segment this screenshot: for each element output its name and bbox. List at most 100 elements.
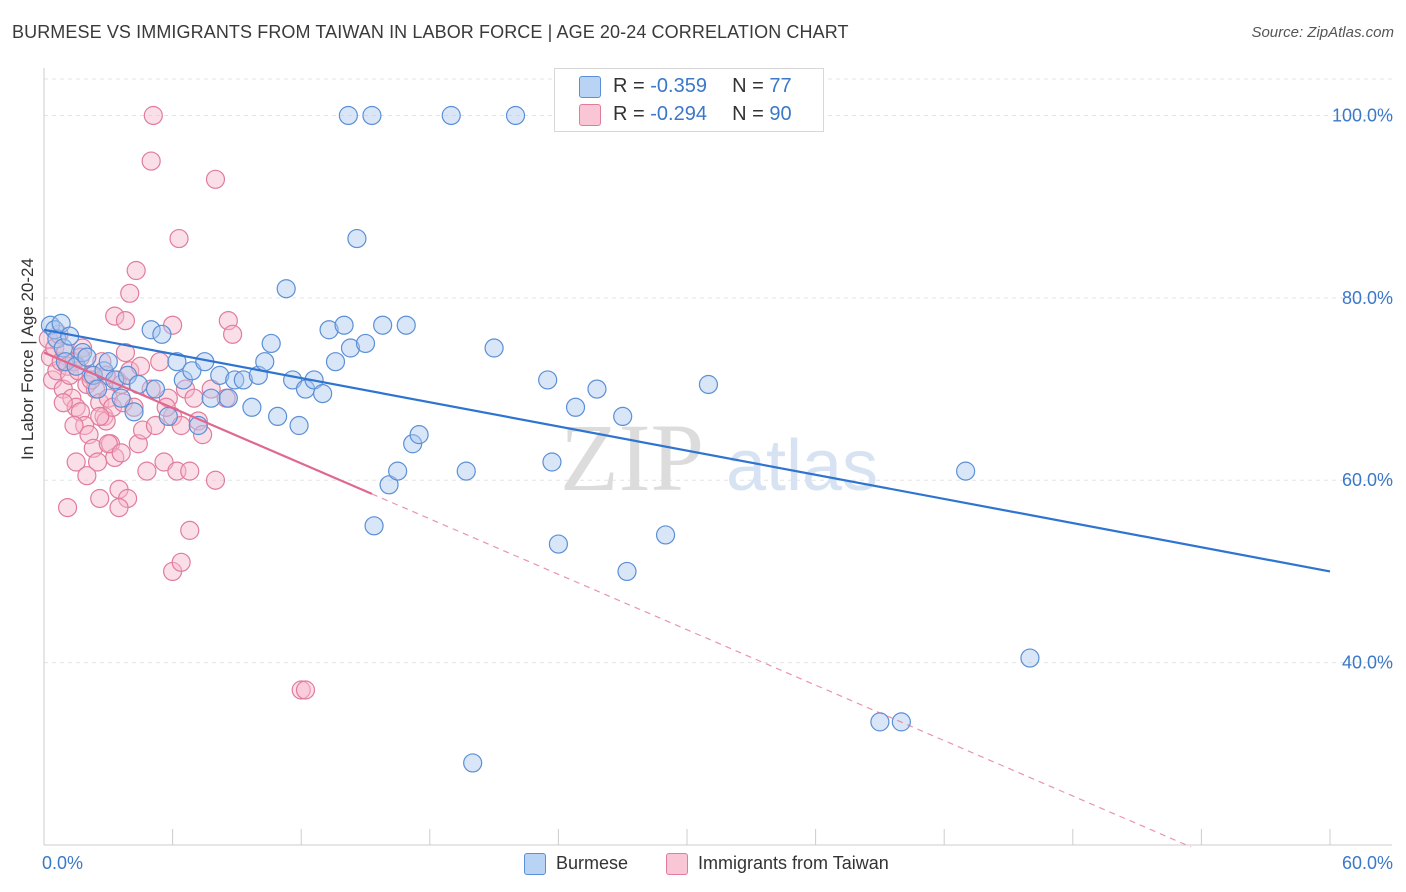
burmese-point	[319, 320, 339, 340]
burmese-point	[111, 388, 131, 408]
legend-r-label-burmese: R =	[613, 75, 651, 97]
taiwan-point	[111, 443, 131, 463]
legend-n-value-burmese: 77	[769, 75, 792, 97]
burmese-point	[587, 379, 607, 399]
taiwan-point	[132, 420, 153, 440]
taiwan-point	[141, 151, 161, 171]
burmese-point	[484, 338, 504, 358]
taiwan-point	[90, 406, 110, 427]
burmese-point	[463, 753, 483, 773]
burmese-point	[289, 415, 309, 436]
bottom-legend-swatch-taiwan	[666, 853, 688, 875]
burmese-point	[338, 105, 358, 126]
burmese-point	[396, 315, 416, 335]
taiwan-point	[57, 497, 78, 518]
burmese-point	[124, 402, 144, 422]
burmese-point	[542, 452, 562, 472]
burmese-point	[870, 712, 890, 732]
y-tick-label: 60.0%	[1342, 470, 1393, 490]
legend-r-value-taiwan: -0.294	[650, 103, 707, 125]
taiwan-point	[137, 461, 157, 481]
taiwan-point	[62, 388, 82, 408]
bottom-legend-swatch-burmese	[524, 853, 546, 875]
taiwan-point	[150, 352, 170, 372]
burmese-point	[276, 279, 296, 299]
taiwan-point	[205, 470, 226, 490]
taiwan-point	[115, 311, 136, 331]
burmese-point	[233, 370, 253, 390]
burmese-point	[655, 525, 676, 545]
legend-n-value-taiwan: 90	[769, 103, 792, 125]
burmese-point	[373, 315, 393, 335]
burmese-point	[347, 228, 367, 249]
burmese-point	[152, 324, 172, 344]
taiwan-point	[169, 228, 189, 249]
legend-swatch-burmese	[579, 76, 601, 98]
watermark-zip: ZIP	[560, 404, 704, 511]
taiwan-point	[205, 169, 226, 189]
burmese-point	[242, 397, 262, 417]
burmese-point	[218, 388, 238, 408]
burmese-point	[364, 516, 384, 536]
burmese-point	[409, 425, 429, 445]
taiwan-point	[193, 425, 213, 445]
taiwan-point	[105, 306, 125, 326]
legend-r-label-taiwan: R =	[613, 103, 651, 125]
burmese-point	[268, 406, 288, 427]
burmese-point	[201, 388, 221, 408]
burmese-point	[98, 352, 118, 372]
x-tick-label: 0.0%	[42, 853, 83, 873]
axes	[43, 68, 1392, 846]
burmese-point	[77, 347, 97, 367]
bottom-legend-label-burmese: Burmese	[556, 853, 629, 873]
burmese-point	[1020, 648, 1040, 668]
y-axis-label: In Labor Force | Age 20-24	[18, 258, 37, 460]
burmese-point	[956, 461, 976, 481]
y-tick-label: 100.0%	[1332, 105, 1393, 125]
burmese-point	[340, 338, 361, 358]
burmese-point	[441, 105, 461, 126]
burmese-point	[505, 105, 526, 126]
series-burmese-points	[40, 105, 1040, 773]
burmese-point	[158, 406, 178, 427]
burmese-point	[210, 365, 230, 385]
taiwan-point	[109, 497, 129, 518]
taiwan-point	[223, 324, 243, 344]
burmese-point	[334, 315, 354, 335]
y-tick-label: 80.0%	[1342, 288, 1393, 308]
burmese-point	[325, 352, 346, 372]
taiwan-point	[184, 388, 204, 408]
burmese-point	[538, 370, 558, 390]
burmese-point	[87, 379, 108, 399]
burmese-point	[141, 320, 161, 340]
legend-n-label-burmese: N =	[732, 75, 770, 97]
taiwan-point	[64, 415, 84, 436]
burmese-point	[379, 475, 399, 495]
x-tick-label: 60.0%	[1342, 853, 1393, 873]
source-label: Source: ZipAtlas.com	[1251, 24, 1394, 41]
burmese-point	[456, 461, 476, 481]
burmese-point	[613, 406, 633, 427]
bottom-legend-label-taiwan: Immigrants from Taiwan	[698, 853, 889, 873]
tick-labels: 40.0% 60.0% 80.0% 100.0% 0.0% 60.0%	[42, 105, 1393, 873]
taiwan-trend-extension	[371, 493, 1191, 848]
taiwan-point	[180, 461, 200, 481]
correlation-legend: R = -0.359 N = 77 R = -0.294 N = 90	[554, 68, 824, 132]
legend-r-value-burmese: -0.359	[650, 75, 707, 97]
y-tick-label: 40.0%	[1342, 653, 1393, 673]
taiwan-point	[53, 393, 73, 413]
taiwan-point	[295, 680, 316, 700]
burmese-point	[548, 534, 569, 554]
taiwan-point	[180, 520, 200, 540]
chart-title: BURMESE VS IMMIGRANTS FROM TAIWAN IN LAB…	[12, 22, 849, 42]
taiwan-point	[120, 283, 140, 303]
burmese-point	[388, 461, 408, 481]
watermark-atlas: atlas	[726, 426, 878, 506]
burmese-point	[313, 384, 333, 404]
burmese-point	[355, 333, 376, 354]
burmese-point	[362, 105, 382, 126]
taiwan-point	[77, 466, 97, 486]
taiwan-point	[90, 488, 110, 509]
burmese-point	[617, 561, 637, 582]
